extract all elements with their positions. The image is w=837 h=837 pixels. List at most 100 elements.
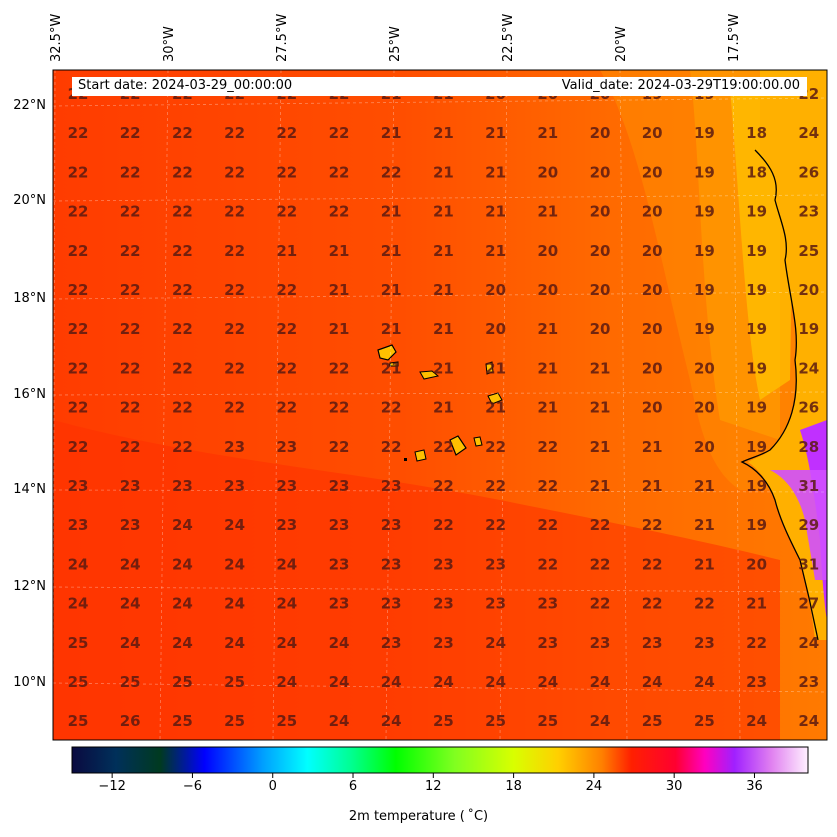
grid-value: 20 [642, 399, 663, 417]
grid-value: 20 [642, 242, 663, 260]
grid-value: 24 [642, 673, 663, 691]
grid-value: 23 [381, 634, 402, 652]
date-info-bar: Start date: 2024-03-29_00:00:00 Valid_da… [72, 77, 807, 96]
grid-value: 21 [642, 477, 663, 495]
grid-value: 19 [746, 516, 767, 534]
grid-value: 25 [68, 634, 89, 652]
grid-value: 22 [120, 438, 141, 456]
grid-value: 24 [798, 712, 819, 730]
grid-value: 21 [381, 359, 402, 377]
grid-value: 22 [537, 438, 558, 456]
grid-value: 20 [798, 281, 819, 299]
grid-value: 21 [485, 124, 506, 142]
grid-value: 21 [746, 595, 767, 613]
grid-value: 22 [329, 399, 350, 417]
grid-value: 19 [694, 124, 715, 142]
grid-value: 23 [68, 516, 89, 534]
grid-value: 23 [381, 516, 402, 534]
grid-value: 20 [485, 320, 506, 338]
grid-value: 21 [642, 438, 663, 456]
grid-value: 23 [537, 595, 558, 613]
grid-value: 21 [485, 163, 506, 181]
grid-value: 20 [485, 281, 506, 299]
grid-value: 22 [537, 477, 558, 495]
grid-value: 24 [224, 516, 245, 534]
grid-value: 24 [276, 673, 297, 691]
grid-value: 22 [485, 477, 506, 495]
grid-value: 24 [329, 634, 350, 652]
lat-label: 20°N [13, 193, 46, 208]
grid-value: 20 [642, 320, 663, 338]
grid-value: 19 [694, 203, 715, 221]
grid-value: 21 [590, 359, 611, 377]
grid-value: 22 [642, 595, 663, 613]
grid-value: 24 [224, 555, 245, 573]
grid-value: 22 [329, 203, 350, 221]
grid-value: 22 [68, 281, 89, 299]
grid-value: 21 [537, 359, 558, 377]
grid-value: 20 [642, 359, 663, 377]
grid-value: 21 [433, 242, 454, 260]
grid-value: 18 [746, 163, 767, 181]
grid-value: 22 [276, 203, 297, 221]
start-date-label: Start date: 2024-03-29_00:00:00 [78, 78, 293, 93]
grid-value: 22 [120, 163, 141, 181]
grid-value: 22 [224, 242, 245, 260]
grid-value: 22 [172, 203, 193, 221]
grid-value: 21 [329, 281, 350, 299]
lat-label: 14°N [13, 482, 46, 497]
grid-value: 22 [68, 242, 89, 260]
grid-value: 29 [798, 516, 819, 534]
grid-value: 22 [590, 595, 611, 613]
grid-value: 24 [329, 673, 350, 691]
grid-value: 23 [329, 477, 350, 495]
grid-value: 22 [172, 320, 193, 338]
grid-value: 25 [485, 712, 506, 730]
grid-value: 24 [694, 673, 715, 691]
grid-value: 21 [433, 124, 454, 142]
grid-value: 21 [485, 203, 506, 221]
grid-value: 22 [485, 516, 506, 534]
grid-value: 22 [120, 242, 141, 260]
grid-value: 24 [120, 555, 141, 573]
grid-value: 24 [68, 595, 89, 613]
grid-value: 22 [381, 438, 402, 456]
grid-value: 23 [329, 555, 350, 573]
grid-value: 21 [381, 242, 402, 260]
grid-value: 22 [120, 124, 141, 142]
grid-value: 22 [276, 281, 297, 299]
grid-value: 20 [590, 124, 611, 142]
grid-value: 22 [381, 163, 402, 181]
grid-value: 22 [590, 516, 611, 534]
grid-value: 21 [381, 203, 402, 221]
grid-value: 23 [433, 634, 454, 652]
grid-value: 19 [694, 320, 715, 338]
grid-value: 22 [68, 124, 89, 142]
grid-value: 23 [746, 673, 767, 691]
grid-value: 24 [276, 555, 297, 573]
grid-value: 25 [537, 712, 558, 730]
grid-value: 23 [276, 516, 297, 534]
grid-value: 22 [590, 555, 611, 573]
lat-label: 18°N [13, 291, 46, 306]
grid-value: 20 [590, 320, 611, 338]
grid-value: 22 [224, 124, 245, 142]
grid-value: 24 [172, 516, 193, 534]
grid-value: 22 [433, 477, 454, 495]
grid-value: 28 [798, 438, 819, 456]
grid-value: 21 [433, 399, 454, 417]
grid-value: 20 [642, 281, 663, 299]
grid-value: 22 [68, 438, 89, 456]
grid-value: 22 [224, 320, 245, 338]
grid-value: 22 [276, 320, 297, 338]
grid-value: 22 [172, 281, 193, 299]
grid-value: 22 [329, 359, 350, 377]
grid-value: 25 [224, 673, 245, 691]
colorbar-tick-label: 18 [505, 779, 522, 794]
grid-value: 23 [120, 477, 141, 495]
grid-value: 25 [120, 673, 141, 691]
grid-value: 22 [276, 124, 297, 142]
grid-value: 26 [798, 163, 819, 181]
grid-value: 20 [537, 163, 558, 181]
grid-value: 24 [276, 595, 297, 613]
